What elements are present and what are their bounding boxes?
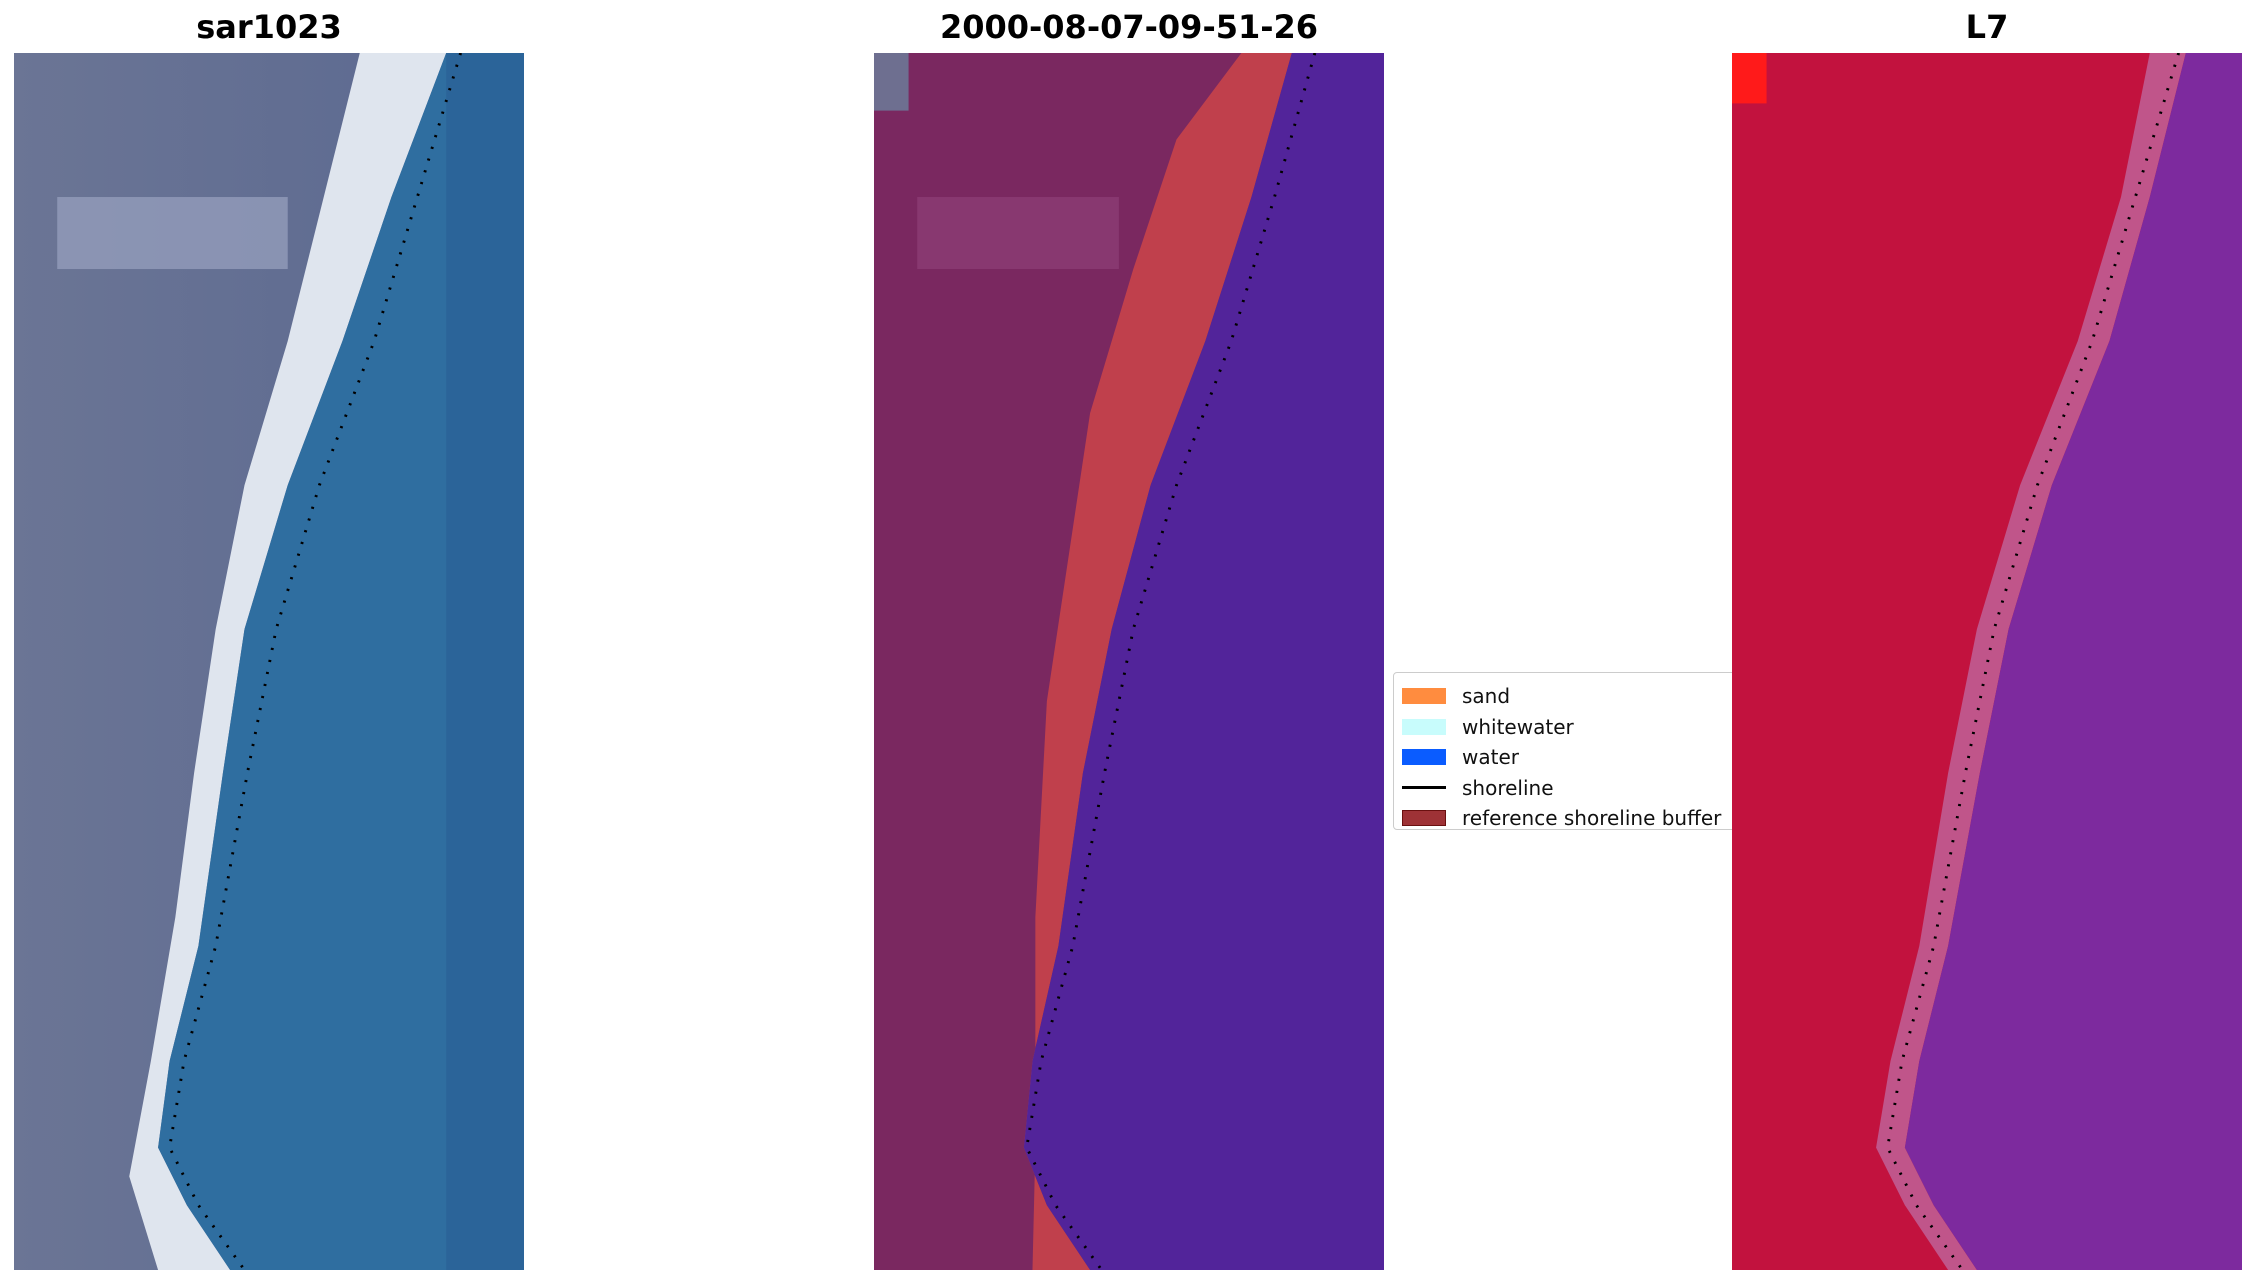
legend-label: water (1462, 745, 1519, 770)
sand-swatch (1402, 688, 1446, 705)
legend-item-buffer: reference shoreline buffer (1402, 803, 1729, 834)
shoreline-line-swatch (1402, 786, 1446, 790)
legend-label: shoreline (1462, 775, 1554, 800)
legend: sand whitewater water shoreline referenc… (1393, 672, 1738, 830)
water-area (1023, 53, 1384, 1270)
legend-item-water: water (1402, 742, 1729, 773)
water-area (158, 53, 524, 1270)
water-swatch (1402, 749, 1446, 766)
buffer-swatch (1402, 810, 1446, 827)
title-sar1023: sar1023 (196, 8, 342, 46)
legend-item-shoreline: shoreline (1402, 773, 1729, 804)
reference-shoreline-buffer (1023, 53, 1292, 1270)
l7-image-panel (1732, 53, 2242, 1270)
classification-panel (874, 53, 1384, 1270)
legend-label: whitewater (1462, 714, 1574, 739)
legend-item-whitewater: whitewater (1402, 712, 1729, 743)
water-area (1904, 53, 2242, 1270)
whitewater-swatch (1402, 718, 1446, 735)
title-satellite: L7 (1965, 8, 2009, 46)
legend-item-sand: sand (1402, 681, 1729, 712)
transition-band (1876, 53, 2186, 1270)
legend-label: sand (1462, 684, 1511, 709)
rgb-image-panel (14, 53, 524, 1270)
legend-label: reference shoreline buffer (1462, 806, 1722, 831)
title-date: 2000-08-07-09-51-26 (939, 8, 1319, 46)
